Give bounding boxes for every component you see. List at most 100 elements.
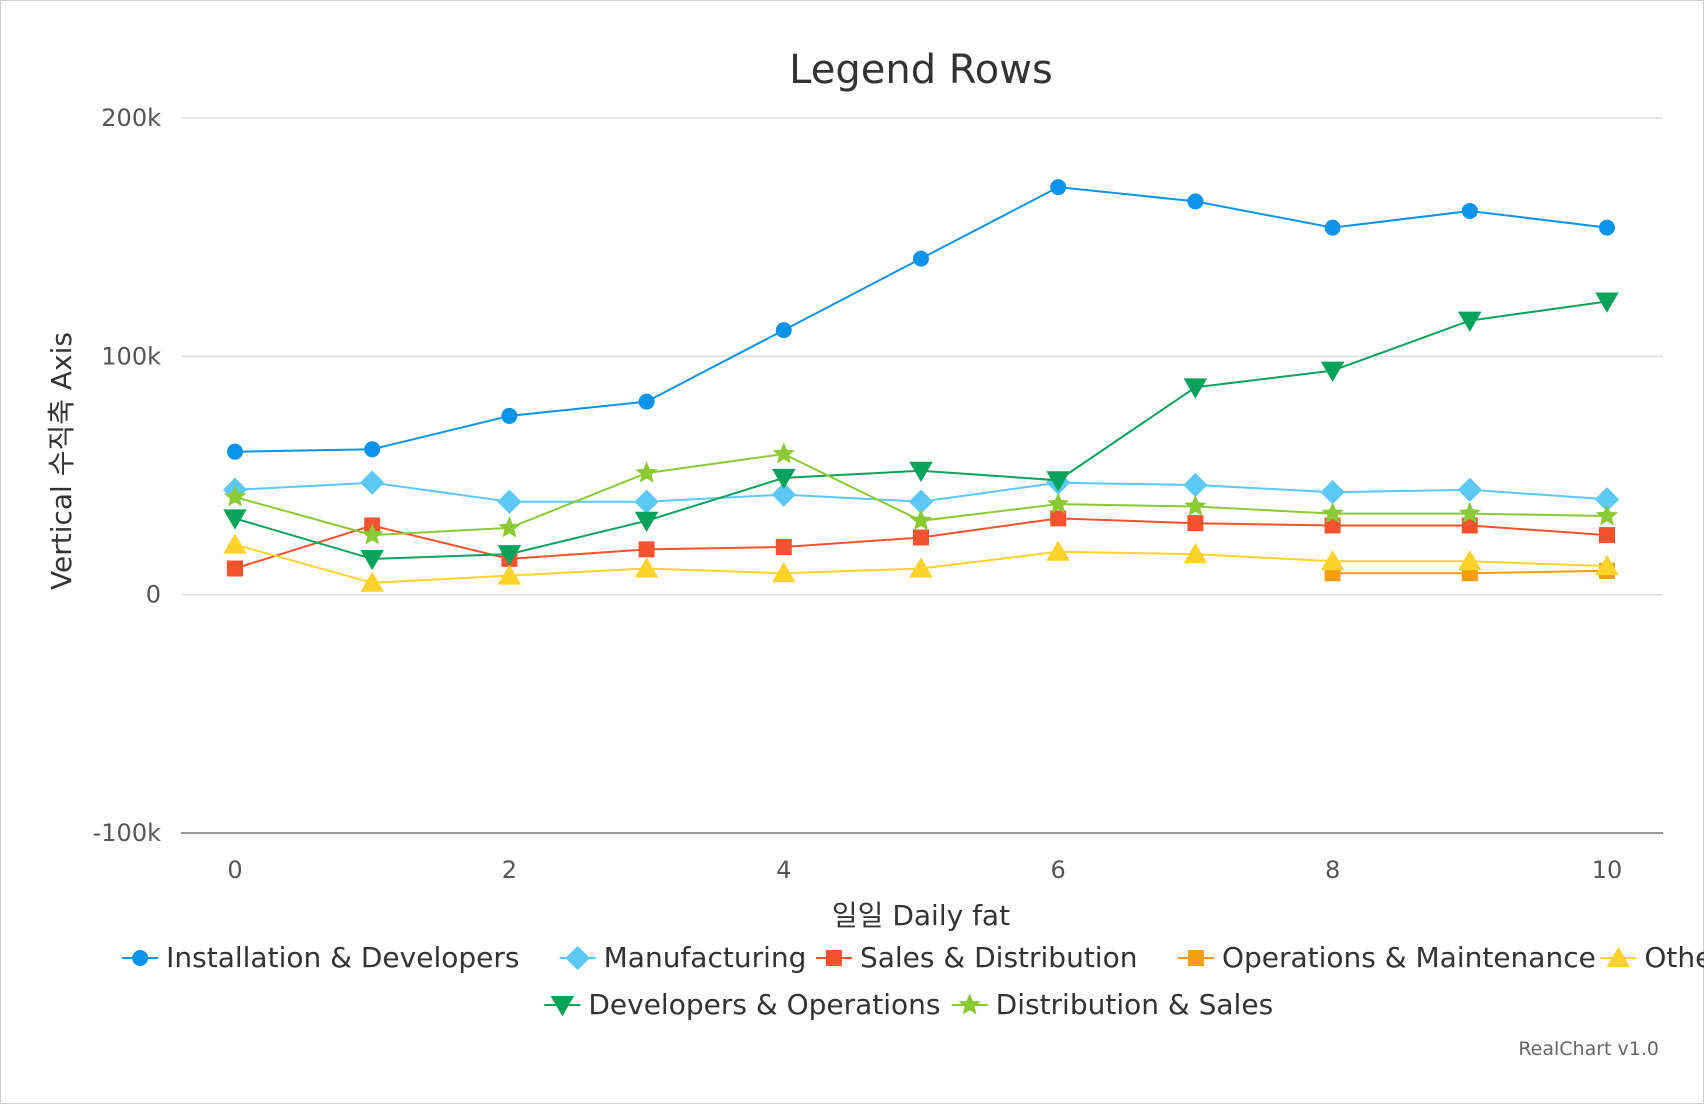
data-point [223,533,247,554]
data-point [1320,480,1345,505]
series-0 [227,179,1615,460]
data-point [772,442,795,464]
data-point [908,489,934,514]
series-4 [223,533,1619,592]
data-point [635,461,658,483]
data-point [1320,361,1345,382]
y-tick-label: 200k [101,104,161,132]
chart-title: Legend Rows [789,47,1053,93]
data-point [1050,510,1067,527]
data-point [1046,540,1071,561]
data-point [771,561,796,583]
data-point [1457,550,1482,571]
data-point [1187,193,1204,210]
y-tick-label: 0 [146,581,161,609]
data-point [497,564,522,585]
data-point [1183,378,1208,399]
data-point [1187,515,1204,532]
x-tick-label: 2 [502,856,517,884]
series-6 [223,442,1619,545]
data-point [1046,471,1071,492]
data-point [227,443,243,460]
legend-item: Operations & Maintenance [1177,941,1596,974]
data-point [223,509,247,530]
data-point [909,461,933,482]
legend-label: Other [1644,941,1704,974]
data-point [360,571,385,592]
x-tick-label: 0 [227,856,242,884]
grid-layer [181,117,1663,834]
legend-marker [565,945,590,971]
data-point [913,529,929,546]
data-point [1457,311,1482,332]
y-tick-label: 100k [101,342,161,370]
data-point [1595,504,1619,526]
data-point [227,560,243,577]
data-point [361,523,384,545]
data-point [634,557,659,578]
y-axis-ticks: -100k 0 100k 200k [93,104,161,847]
data-point [497,545,522,566]
legend-item: Distribution & Sales [951,988,1273,1021]
legend-marker [550,996,575,1017]
data-point [1183,542,1208,564]
data-point [634,489,659,514]
legend-label: Manufacturing [604,941,807,974]
legend-label: Sales & Distribution [860,941,1138,974]
legend-item: Sales & Distribution [815,941,1138,974]
x-tick-label: 10 [1592,856,1623,884]
data-point [638,541,655,558]
legend-marker [958,993,981,1015]
data-point [1458,501,1481,524]
data-point [1594,487,1620,512]
data-point [497,489,522,514]
data-point [909,557,933,578]
legend-item: Developers & Operations [544,988,941,1021]
data-point [1461,517,1478,534]
legend-item: Other [1600,941,1704,974]
legend-marker [1606,946,1631,967]
data-point [1461,202,1478,219]
data-point [1050,179,1067,196]
x-tick-label: 4 [776,856,791,884]
data-point [1324,219,1341,236]
data-point [1321,501,1344,524]
legend-label: Developers & Operations [588,988,940,1021]
legend-item: Installation & Developers [122,941,519,974]
data-point [1324,517,1341,534]
data-point [638,393,655,410]
legend-marker [1187,950,1204,966]
series-5 [223,292,1619,571]
data-point [634,511,659,533]
series-line [234,186,1608,453]
legend-label: Operations & Maintenance [1222,941,1596,974]
data-point [913,250,929,267]
data-point [775,539,792,555]
data-point [1457,477,1482,502]
data-point [501,407,518,424]
data-point [1599,527,1615,544]
data-point [360,549,385,571]
legend-label: Installation & Developers [166,941,519,974]
legend-marker [132,950,149,966]
data-point [1599,219,1615,236]
data-point [909,509,933,531]
data-point [1595,292,1619,313]
data-point [1595,554,1619,576]
y-tick-label: -100k [93,819,161,847]
data-point [364,441,381,458]
legend: Installation & Developers Manufacturing Sa… [122,941,1704,1021]
legend-item: Manufacturing [559,941,807,974]
data-point [360,470,385,495]
x-axis-ticks: 0 2 4 6 8 10 [227,856,1622,884]
data-point [775,322,792,339]
series-layer [222,179,1620,592]
y-axis-title: Vertical 수직축 Axis [45,332,78,590]
data-point [498,516,521,538]
x-tick-label: 8 [1325,856,1340,884]
credit-label: RealChart v1.0 [1518,1038,1659,1060]
data-point [1047,492,1070,514]
data-point [771,468,796,490]
